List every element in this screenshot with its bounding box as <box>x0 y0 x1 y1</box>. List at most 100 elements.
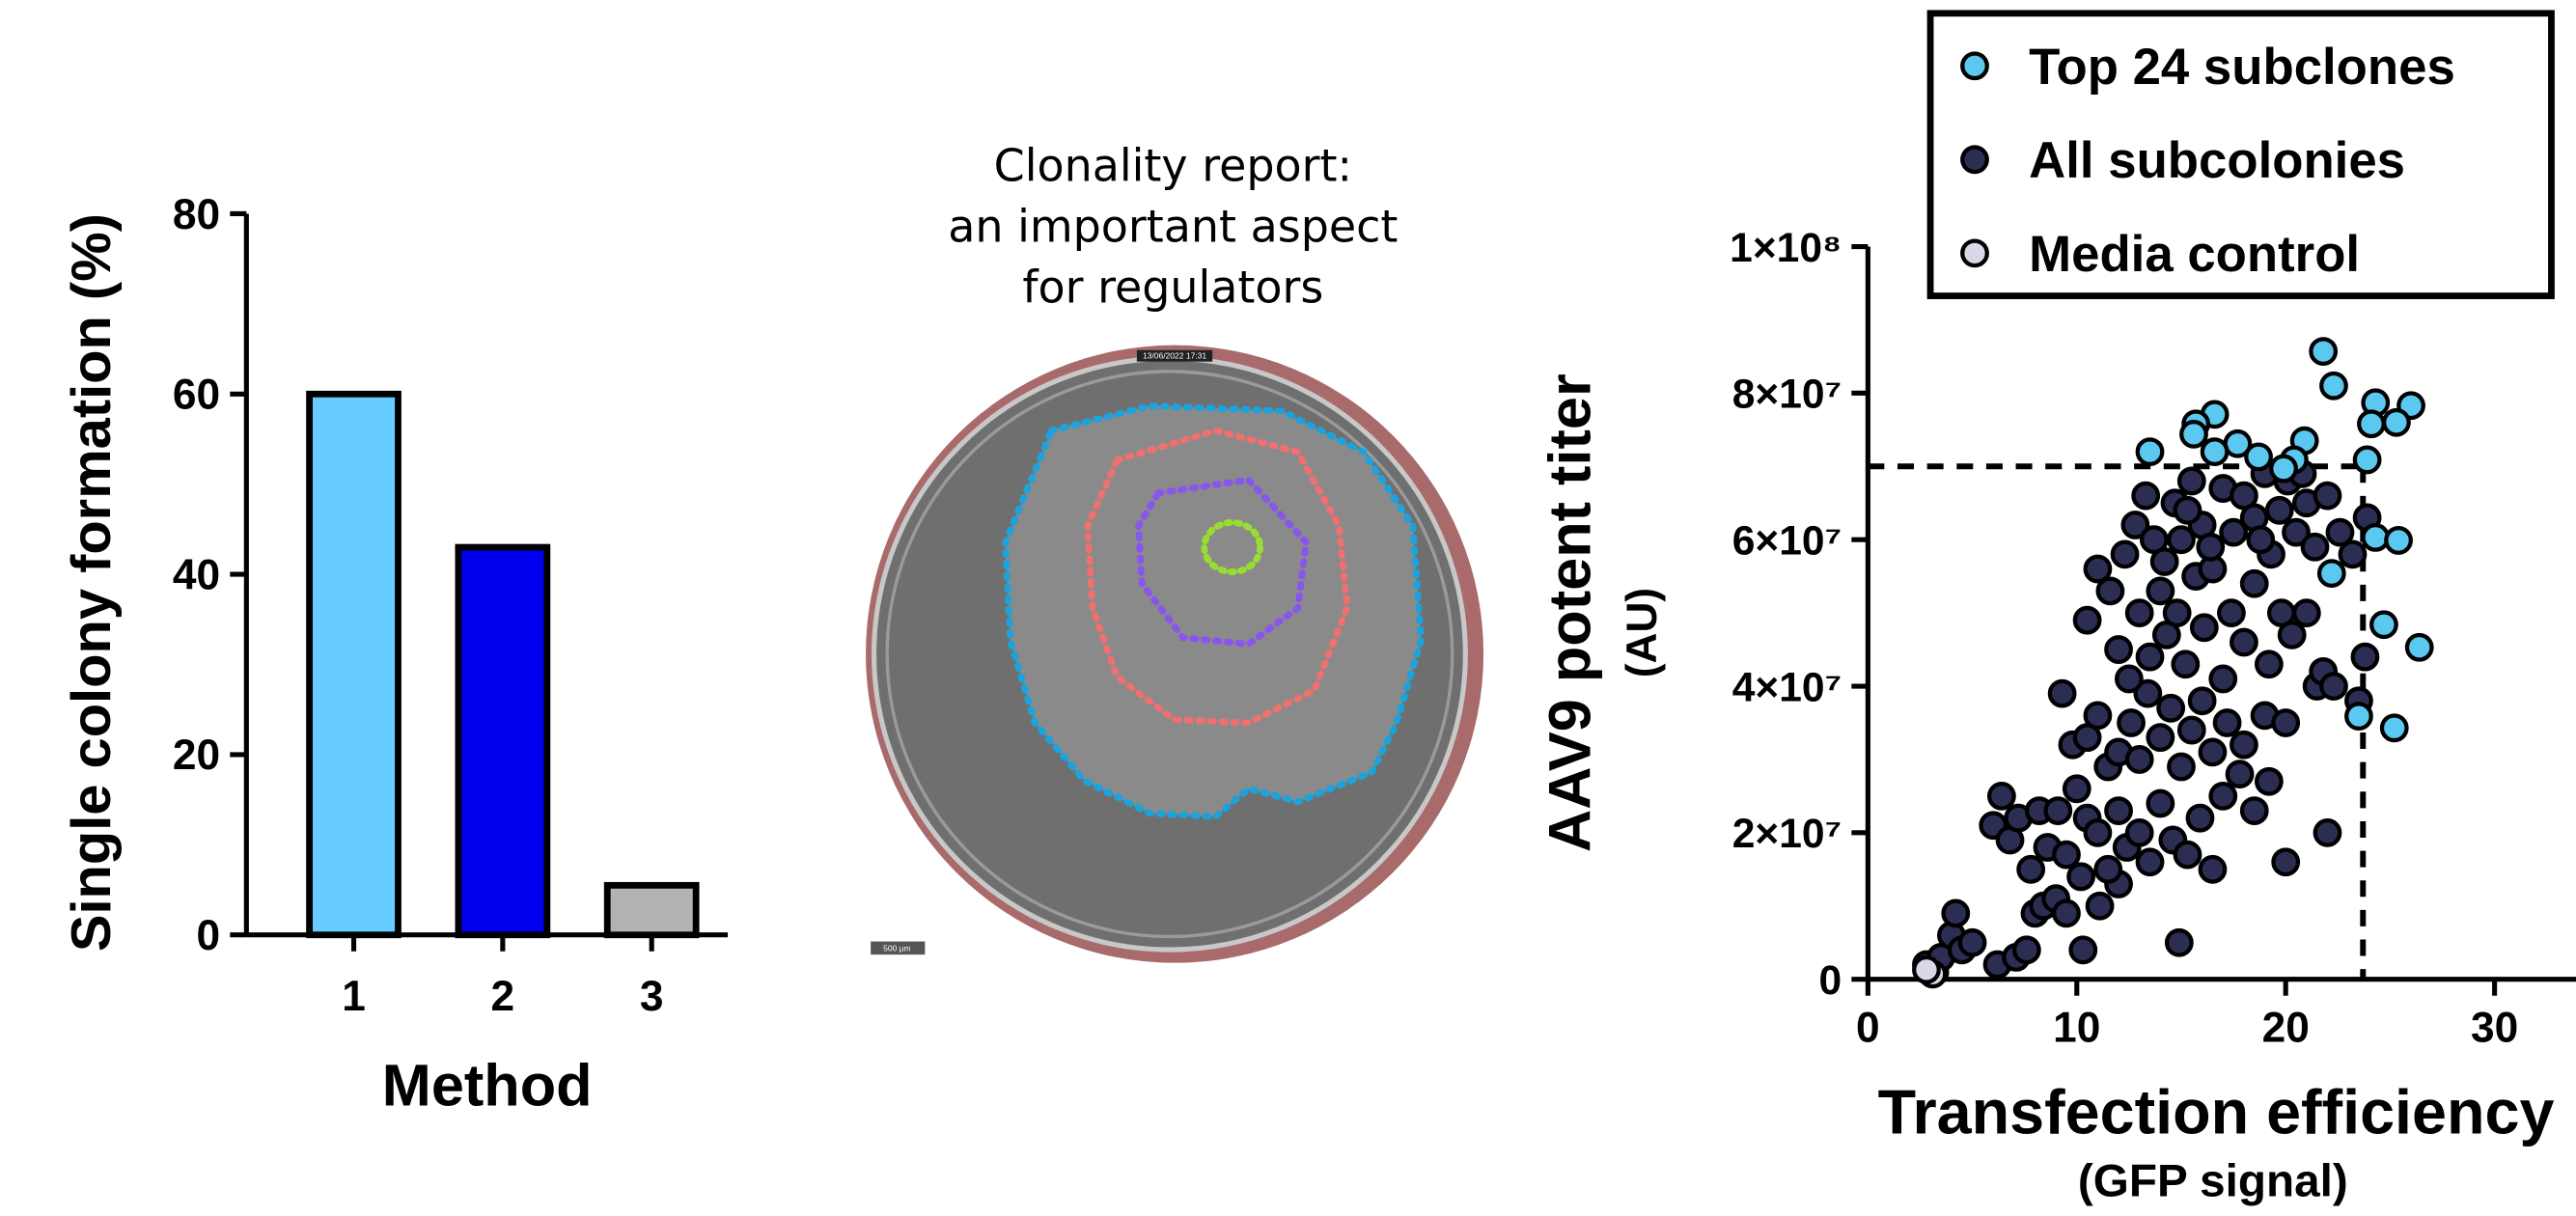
point <box>2138 645 2163 670</box>
point <box>2190 688 2215 713</box>
point <box>2271 456 2296 482</box>
legend-marker <box>1962 148 1987 173</box>
point <box>2014 938 2039 963</box>
point <box>2267 498 2292 523</box>
point <box>2346 704 2371 729</box>
point <box>2127 600 2152 625</box>
point <box>2064 777 2090 802</box>
point <box>2188 806 2213 831</box>
point <box>2054 843 2079 868</box>
point <box>2071 938 2096 963</box>
scale-bar-label: 500 µm <box>883 944 911 953</box>
caption: Clonality report: <box>994 139 1352 191</box>
x-tick-label: 2 <box>491 973 515 1020</box>
point <box>2075 608 2100 633</box>
point <box>2106 637 2131 662</box>
point <box>2148 791 2174 816</box>
point <box>2179 718 2204 743</box>
y-tick-label: 6×10⁷ <box>1732 518 1842 565</box>
point <box>2127 820 2152 845</box>
x-tick-label: 20 <box>2262 1004 2310 1051</box>
point <box>1943 901 1968 926</box>
point <box>2201 740 2226 765</box>
point <box>2138 439 2163 464</box>
legend-label: Top 24 subclones <box>2029 39 2455 96</box>
y-tick-label: 40 <box>173 551 220 598</box>
point <box>2359 411 2384 436</box>
point <box>2294 600 2319 625</box>
point <box>2148 725 2174 750</box>
x-axis-title: Transfection efficiency <box>1878 1077 2555 1147</box>
point <box>2273 710 2298 735</box>
point <box>2201 857 2226 882</box>
timestamp: 13/06/2022 17:31 <box>1143 350 1206 360</box>
point <box>2095 857 2120 882</box>
point <box>2165 600 2190 625</box>
point <box>2215 710 2240 735</box>
point <box>2248 527 2273 552</box>
y-axis-subtitle: (AU) <box>1619 588 1666 677</box>
point <box>1914 957 1939 982</box>
y-tick-label: 1×10⁸ <box>1730 225 1842 271</box>
y-tick-label: 80 <box>173 191 220 238</box>
point <box>2371 612 2396 637</box>
point <box>2246 445 2271 470</box>
figure: Clonality report: an important aspect fo… <box>0 0 2576 1216</box>
point <box>2311 339 2336 364</box>
point <box>2098 579 2123 604</box>
point <box>2242 798 2267 823</box>
point <box>2321 373 2346 399</box>
x-axis-subtitle: (GFP signal) <box>2078 1155 2348 1206</box>
y-axis-title: AAV9 potent titer <box>1537 373 1603 852</box>
point <box>2175 498 2201 523</box>
x-tick-label: 1 <box>342 973 366 1020</box>
point <box>2106 798 2131 823</box>
point <box>2138 849 2163 874</box>
legend-marker <box>1962 241 1987 266</box>
point <box>2319 561 2344 586</box>
point <box>2086 820 2111 845</box>
legend-marker <box>1962 54 1987 79</box>
point <box>2152 549 2177 574</box>
y-tick-label: 60 <box>173 372 220 419</box>
point <box>2086 704 2111 729</box>
image-panel: Clonality report: an important aspect fo… <box>866 139 1483 962</box>
caption: for regulators <box>1022 261 1323 313</box>
point <box>2219 600 2244 625</box>
legend-label: All subcolonies <box>2029 132 2405 189</box>
point <box>2119 710 2144 735</box>
y-tick-label: 20 <box>173 732 220 779</box>
point <box>2199 535 2224 560</box>
point <box>2257 769 2282 794</box>
point <box>2179 469 2204 494</box>
point <box>2088 894 2113 919</box>
x-tick-label: 30 <box>2471 1004 2518 1051</box>
point <box>2353 645 2378 670</box>
x-tick-label: 0 <box>1856 1004 1880 1051</box>
point <box>2257 651 2282 677</box>
point <box>2068 865 2093 890</box>
point <box>1960 930 1985 955</box>
point <box>2211 667 2236 692</box>
point <box>2018 857 2043 882</box>
point <box>2280 622 2305 648</box>
point <box>2202 439 2228 464</box>
x-tick-label: 3 <box>640 973 664 1020</box>
point <box>2242 571 2267 596</box>
contour-blue <box>1006 406 1422 817</box>
point <box>2228 761 2253 787</box>
point <box>2050 681 2075 706</box>
point <box>2273 849 2298 874</box>
point <box>2127 747 2152 772</box>
point <box>2341 542 2366 567</box>
y-tick-label: 4×10⁷ <box>1732 664 1842 710</box>
point <box>2382 716 2407 741</box>
point <box>2054 901 2079 926</box>
point <box>2117 667 2142 692</box>
point <box>2231 732 2257 758</box>
point <box>2321 674 2346 699</box>
point <box>2174 651 2199 677</box>
point <box>2315 484 2341 509</box>
y-tick-label: 2×10⁷ <box>1732 811 1842 857</box>
x-axis-title: Method <box>382 1053 593 1119</box>
